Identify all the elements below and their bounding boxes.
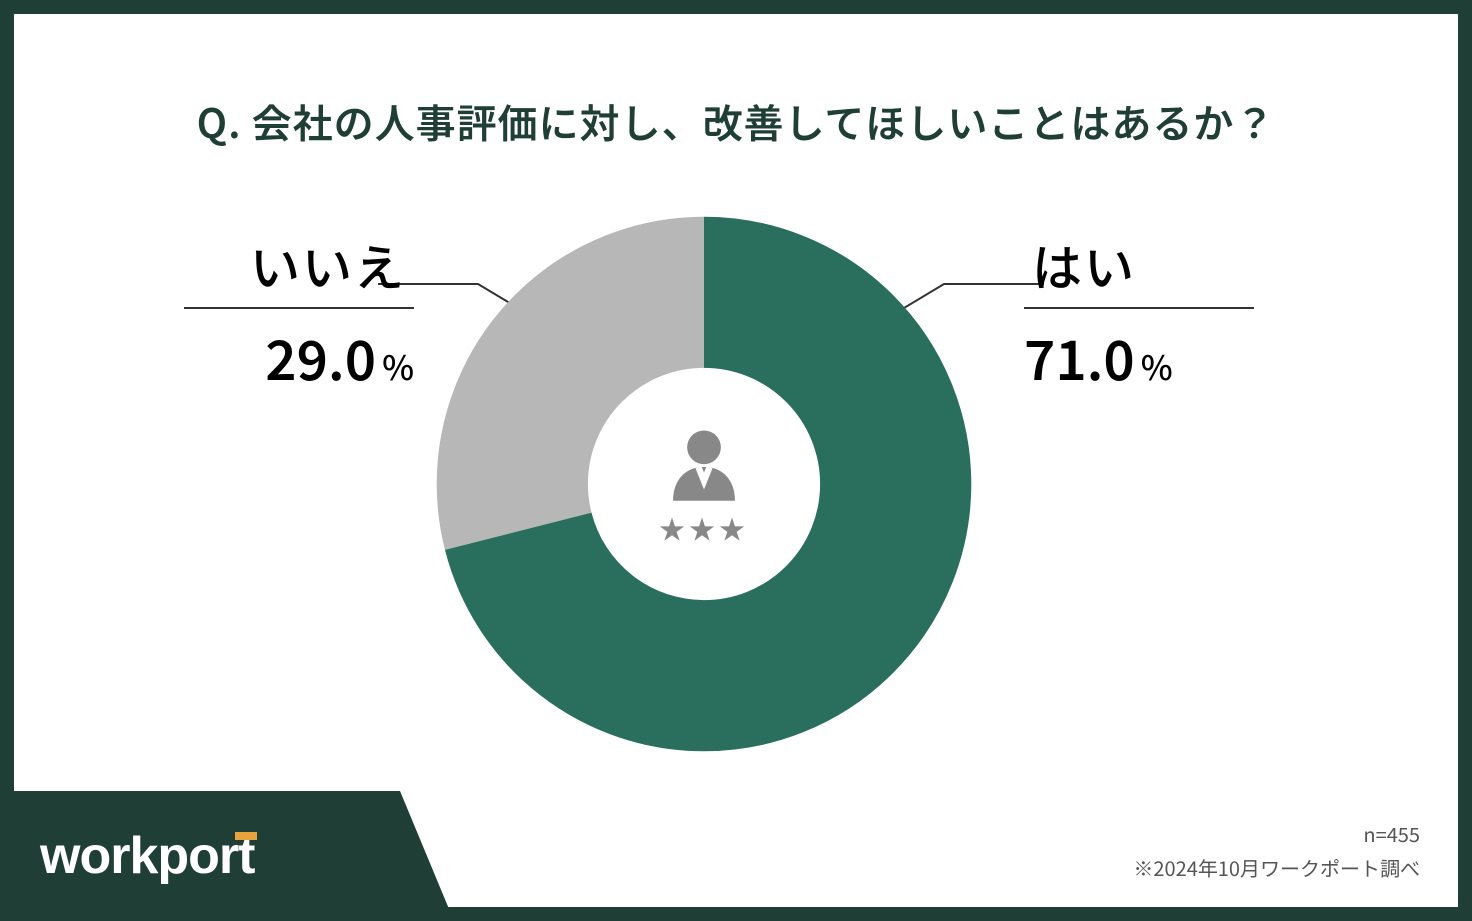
- person-stars-icon: ★★★: [644, 414, 764, 554]
- stars-icon: ★★★: [659, 510, 749, 547]
- label-no-unit: %: [382, 341, 414, 390]
- label-yes-number: 71.0: [1024, 317, 1135, 396]
- label-yes-unit: %: [1141, 341, 1173, 390]
- label-no-number: 29.0: [265, 317, 376, 396]
- label-no-name: いいえ: [242, 229, 414, 307]
- footnote-source: ※2024年10月ワークポート調べ: [1133, 851, 1420, 885]
- brand-badge: workport: [0, 791, 400, 921]
- brand-text-2: t: [238, 826, 254, 886]
- person-icon: [659, 422, 749, 512]
- label-no: いいえ 29.0 %: [154, 229, 414, 396]
- outer-frame: Q. 会社の人事評価に対し、改善してほしいことはあるか？ ★★★: [0, 0, 1472, 921]
- footnote-n: n=455: [1133, 817, 1420, 851]
- label-yes-value: 71.0 %: [1024, 309, 1173, 396]
- brand-text-1: workpor: [40, 827, 238, 885]
- label-yes-name: はい: [1024, 229, 1144, 307]
- question-title: Q. 会社の人事評価に対し、改善してほしいことはあるか？: [14, 92, 1458, 150]
- label-yes: はい 71.0 %: [1024, 229, 1284, 396]
- label-no-value: 29.0 %: [265, 309, 414, 396]
- footnote: n=455 ※2024年10月ワークポート調べ: [1133, 817, 1420, 885]
- donut-chart: ★★★: [434, 214, 974, 754]
- content-area: Q. 会社の人事評価に対し、改善してほしいことはあるか？ ★★★: [14, 14, 1458, 907]
- brand-logo: workport: [40, 826, 254, 886]
